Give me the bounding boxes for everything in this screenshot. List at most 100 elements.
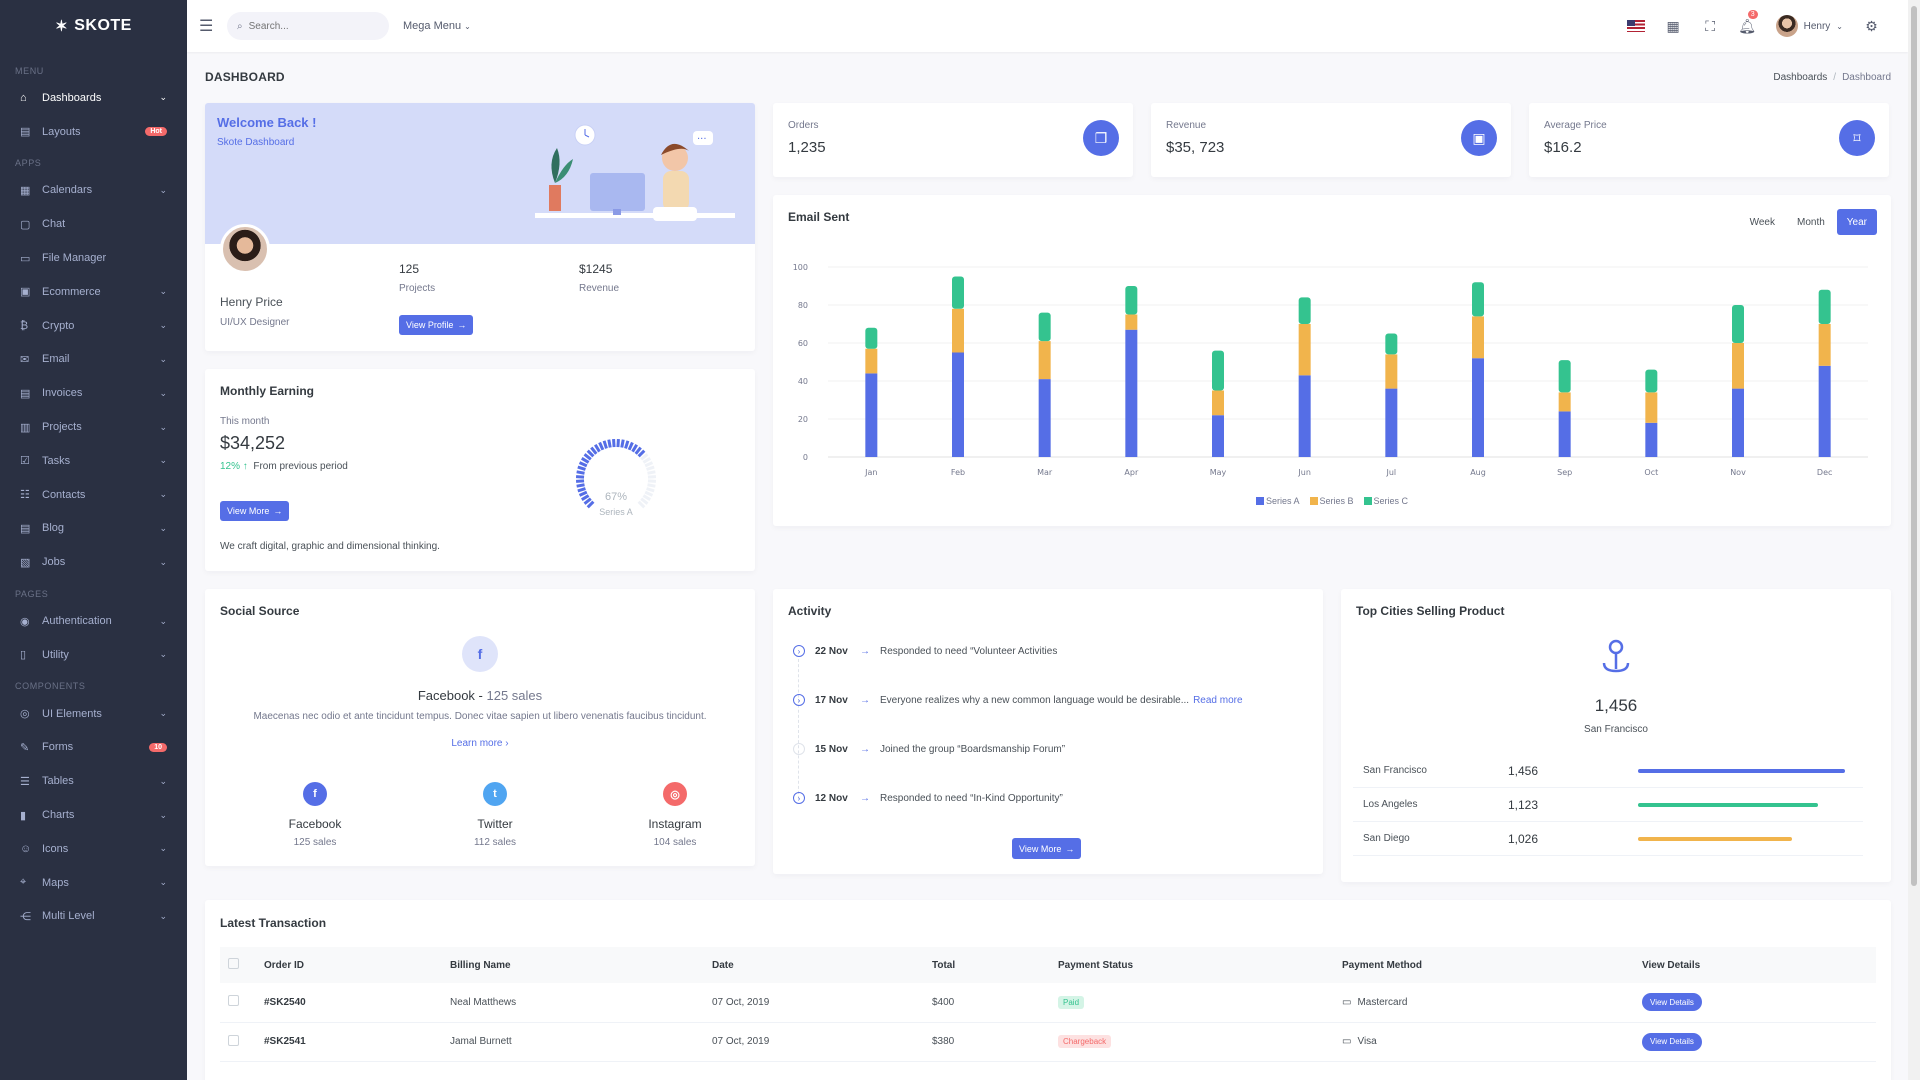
social-item-twitter[interactable]: t Twitter 112 sales xyxy=(435,782,555,848)
sidebar-badge: 10 xyxy=(149,742,167,752)
legend-item-series-c[interactable]: Series C xyxy=(1363,496,1408,506)
main-content: DASHBOARD Dashboards / Dashboard xyxy=(205,52,1891,102)
sidebar-item-label: File Manager xyxy=(42,252,107,265)
tab-week[interactable]: Week xyxy=(1749,216,1775,228)
activity-text: Responded to need “Volunteer Activities xyxy=(880,645,1058,657)
ui-elements-icon: ◎ xyxy=(20,708,30,721)
select-all-checkbox[interactable] xyxy=(228,958,239,969)
chevron-down-icon: ⌄ xyxy=(159,615,167,626)
social-sales: 125 sales xyxy=(293,837,337,848)
view-details-button[interactable]: View Details xyxy=(1642,1032,1702,1051)
tab-year[interactable]: Year xyxy=(1836,209,1877,235)
apps-grid-icon[interactable]: ▦ xyxy=(1666,17,1680,34)
charts-icon: ▮ xyxy=(20,809,27,822)
bar-series-a-may xyxy=(1212,415,1224,457)
sidebar-item-projects[interactable]: ▥ Projects ⌄ xyxy=(0,410,187,444)
sidebar-item-ecommerce[interactable]: ▣ Ecommerce ⌄ xyxy=(0,275,187,309)
gauge-tick xyxy=(594,443,601,453)
sidebar-item-multi-level[interactable]: ⋲ Multi Level ⌄ xyxy=(0,900,187,934)
activity-view-more-button[interactable]: View More → xyxy=(1012,838,1082,859)
gauge-tick xyxy=(577,465,586,471)
view-more-button[interactable]: View More → xyxy=(220,501,290,521)
sidebar-item-utility[interactable]: ▯ Utility ⌄ xyxy=(0,638,187,672)
sidebar-item-file-manager[interactable]: ▭ File Manager xyxy=(0,241,187,275)
order-id[interactable]: #SK2540 xyxy=(256,983,442,1023)
legend-label: Series B xyxy=(1319,496,1354,506)
language-selector[interactable] xyxy=(1618,0,1655,52)
gauge-tick xyxy=(586,500,595,509)
gauge-tick xyxy=(646,487,655,493)
sidebar-item-ui-elements[interactable]: ◎ UI Elements ⌄ xyxy=(0,697,187,731)
legend-item-series-a[interactable]: Series A xyxy=(1255,496,1300,506)
view-details-button[interactable]: View Details xyxy=(1642,993,1702,1012)
sidebar-item-dashboards[interactable]: ⌂ Dashboards ⌄ xyxy=(0,81,187,115)
settings-gear-icon[interactable]: ⚙ xyxy=(1865,17,1878,34)
chevron-right-icon: › xyxy=(505,738,509,749)
chevron-down-icon: ⌄ xyxy=(159,649,167,660)
legend-item-series-b[interactable]: Series B xyxy=(1309,496,1354,506)
sidebar-item-icons[interactable]: ☺ Icons ⌄ xyxy=(0,832,187,866)
gauge-tick xyxy=(576,470,585,475)
sidebar-item-chat[interactable]: ▢ Chat xyxy=(0,207,187,241)
sidebar-item-contacts[interactable]: ☷ Contacts ⌄ xyxy=(0,478,187,512)
scrollbar-thumb[interactable] xyxy=(1911,6,1917,886)
tab-month[interactable]: Month xyxy=(1796,216,1825,228)
sidebar-item-blog[interactable]: ▤ Blog ⌄ xyxy=(0,512,187,546)
learn-more-link[interactable]: Learn more › xyxy=(205,738,755,749)
logo[interactable]: ✶ SKOTE xyxy=(0,0,187,52)
mega-menu-dropdown[interactable]: Mega Menu ⌄ xyxy=(403,20,471,32)
forms-icon: ✎ xyxy=(20,741,30,754)
gauge-label: Series A xyxy=(599,507,633,517)
order-id[interactable]: #SK2541 xyxy=(256,1022,442,1062)
breadcrumb-link[interactable]: Dashboards xyxy=(1773,71,1828,83)
period-label: This month xyxy=(220,416,270,427)
sidebar-item-email[interactable]: ✉ Email ⌄ xyxy=(0,343,187,377)
page-scrollbar[interactable] xyxy=(1908,0,1920,1080)
invoices-icon: ▤ xyxy=(20,387,31,400)
sidebar-item-calendars[interactable]: ▦ Calendars ⌄ xyxy=(0,174,187,208)
sidebar-item-maps[interactable]: ⌖ Maps ⌄ xyxy=(0,866,187,900)
stat-value: $35, 723 xyxy=(1166,139,1225,156)
sidebar-item-invoices[interactable]: ▤ Invoices ⌄ xyxy=(0,376,187,410)
search-box: ⌕ xyxy=(227,12,389,40)
search-input[interactable] xyxy=(248,20,369,32)
row-checkbox[interactable] xyxy=(228,1034,239,1046)
sidebar-item-forms[interactable]: ✎ Forms 10 xyxy=(0,731,187,765)
city-row: San Diego 1,026 xyxy=(1353,822,1863,856)
bar-series-c-feb xyxy=(952,276,964,309)
hamburger-menu-icon[interactable]: ☰ xyxy=(199,18,214,35)
status-badge: Paid xyxy=(1058,995,1085,1009)
stat-title: Revenue xyxy=(1166,120,1207,131)
gauge-tick xyxy=(580,457,590,464)
credit-card-icon: ▭ xyxy=(1342,1036,1352,1047)
user-dropdown[interactable]: Henry ⌄ xyxy=(1766,15,1853,37)
read-more-link[interactable]: Read more xyxy=(1193,694,1243,706)
fullscreen-icon[interactable]: ⛶ xyxy=(1705,17,1716,34)
row-checkbox[interactable] xyxy=(228,995,239,1007)
view-profile-button[interactable]: View Profile → xyxy=(399,315,474,335)
stat-card-average-price: Average Price $16.2 ⌑ xyxy=(1529,103,1889,177)
archive-icon: ▣ xyxy=(1461,120,1497,156)
gauge-tick xyxy=(642,457,652,464)
social-item-instagram[interactable]: ◎ Instagram 104 sales xyxy=(615,782,735,848)
bar-series-b-dec xyxy=(1818,324,1831,366)
social-item-facebook[interactable]: f Facebook 125 sales xyxy=(255,782,375,848)
sidebar-item-crypto[interactable]: ₿ Crypto ⌄ xyxy=(0,309,187,343)
legend-swatch xyxy=(1363,497,1372,505)
bar-series-b-oct xyxy=(1645,392,1658,423)
sidebar-item-authentication[interactable]: ◉ Authentication ⌄ xyxy=(0,604,187,638)
gauge-tick xyxy=(631,443,638,453)
sidebar-item-tasks[interactable]: ☑ Tasks ⌄ xyxy=(0,444,187,478)
tables-icon: ☰ xyxy=(20,775,30,788)
legend-swatch xyxy=(1309,497,1318,505)
view-profile-label: View Profile xyxy=(406,320,454,330)
notification-bell-icon[interactable]: 🔔︎ 3 xyxy=(1738,10,1758,34)
sidebar-item-charts[interactable]: ▮ Charts ⌄ xyxy=(0,798,187,832)
bar-series-b-aug xyxy=(1472,316,1484,359)
gauge-tick xyxy=(637,500,646,509)
sidebar-item-layouts[interactable]: ▤ Layouts Hot xyxy=(0,115,187,149)
revenue-label: Revenue xyxy=(579,283,620,294)
social-name: Instagram xyxy=(648,817,702,831)
sidebar-item-tables[interactable]: ☰ Tables ⌄ xyxy=(0,764,187,798)
sidebar-item-jobs[interactable]: ▧ Jobs ⌄ xyxy=(0,545,187,579)
